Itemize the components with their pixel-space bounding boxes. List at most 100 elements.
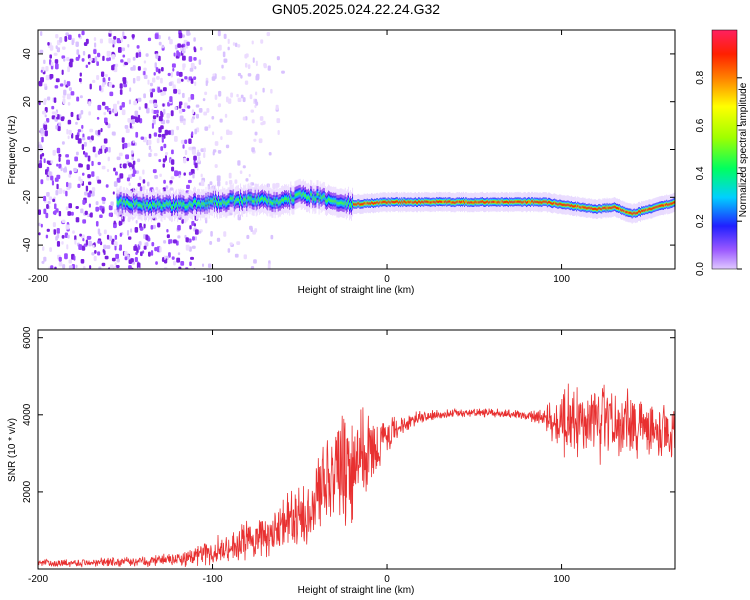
noise-cell (123, 35, 127, 40)
signal-cell (459, 201, 461, 204)
snr-x-label: Height of straight line (km) (298, 585, 415, 596)
noise-cell (129, 167, 133, 171)
noise-cell (187, 179, 192, 184)
noise-cell (170, 72, 173, 78)
signal-cell (633, 211, 635, 214)
signal-cell (444, 200, 446, 204)
noise-cell (127, 229, 130, 236)
noise-cell (205, 82, 208, 87)
noise-cell (114, 234, 118, 240)
noise-cell (45, 234, 49, 239)
signal-cell (154, 202, 156, 206)
signal-cell (509, 200, 511, 203)
noise-cell (145, 234, 149, 241)
signal-cell (643, 209, 645, 212)
signal-cell (446, 201, 448, 204)
signal-cell (445, 200, 447, 203)
signal-cell (307, 196, 309, 200)
noise-cell (62, 95, 66, 99)
signal-cell (427, 201, 429, 204)
signal-cell (489, 201, 491, 204)
noise-cell (135, 131, 139, 138)
signal-cell (175, 203, 177, 207)
noise-cell (119, 83, 123, 89)
signal-cell (173, 201, 174, 205)
signal-cell (141, 205, 143, 209)
signal-cell (600, 207, 602, 210)
noise-cell (130, 150, 134, 155)
signal-cell (563, 203, 565, 206)
noise-cell (174, 136, 178, 142)
signal-cell (424, 200, 426, 203)
signal-cell (521, 201, 523, 204)
signal-cell (557, 203, 559, 206)
noise-cell (116, 156, 121, 161)
noise-cell (65, 32, 69, 36)
noise-cell (52, 149, 56, 156)
signal-cell (429, 201, 431, 204)
noise-cell (154, 33, 159, 40)
noise-cell (68, 34, 72, 40)
noise-cell (149, 82, 153, 87)
signal-cell (656, 205, 658, 208)
noise-cell (184, 149, 188, 156)
noise-cell (194, 128, 197, 135)
top-y-tick-label: 0 (22, 146, 33, 152)
signal-cell (667, 203, 669, 206)
noise-cell (114, 262, 117, 266)
signal-cell (365, 202, 367, 205)
noise-cell (93, 37, 97, 42)
signal-cell (533, 201, 535, 204)
signal-cell (286, 197, 288, 200)
noise-cell (53, 229, 57, 235)
signal-cell (406, 201, 408, 204)
signal-cell (602, 206, 604, 209)
noise-cell (41, 152, 45, 157)
signal-cell (341, 201, 343, 205)
noise-cell (122, 79, 127, 85)
signal-cell (288, 197, 290, 201)
noise-cell (84, 210, 88, 215)
noise-cell (171, 63, 176, 68)
signal-cell (530, 201, 532, 204)
signal-cell (319, 194, 321, 198)
colorbar: 0.0 0.2 0.4 0.6 0.8 Normalized spectral ampl… (695, 29, 749, 276)
noise-cell (64, 253, 68, 260)
signal-cell (473, 201, 475, 204)
noise-cell (189, 67, 194, 72)
signal-cell (263, 198, 265, 202)
signal-cell (302, 192, 304, 196)
signal-cell (523, 200, 525, 203)
noise-cell (122, 31, 125, 38)
signal-cell (176, 202, 178, 206)
noise-cell (40, 223, 43, 228)
noise-cell (87, 136, 91, 140)
noise-cell (62, 264, 66, 269)
noise-cell (113, 241, 118, 246)
noise-cell (58, 261, 63, 267)
signal-cell (550, 201, 551, 204)
signal-cell (531, 200, 533, 203)
noise-cell (244, 80, 249, 85)
signal-cell (458, 200, 460, 203)
noise-cell (94, 153, 98, 158)
noise-cell (112, 191, 115, 195)
noise-cell (50, 160, 54, 164)
noise-cell (115, 63, 119, 68)
signal-cell (306, 196, 307, 200)
noise-cell (262, 87, 265, 93)
noise-cell (59, 36, 63, 43)
signal-cell (356, 203, 358, 206)
signal-cell (476, 201, 478, 204)
noise-cell (227, 248, 231, 253)
signal-cell (122, 200, 124, 203)
noise-cell (156, 109, 159, 114)
noise-cell (212, 151, 215, 156)
noise-cell (75, 121, 78, 125)
colorbar-tick-label: 0.4 (695, 166, 706, 180)
signal-cell (380, 200, 382, 203)
noise-cell (67, 119, 72, 125)
noise-cell (126, 177, 131, 182)
noise-cell (207, 263, 212, 268)
